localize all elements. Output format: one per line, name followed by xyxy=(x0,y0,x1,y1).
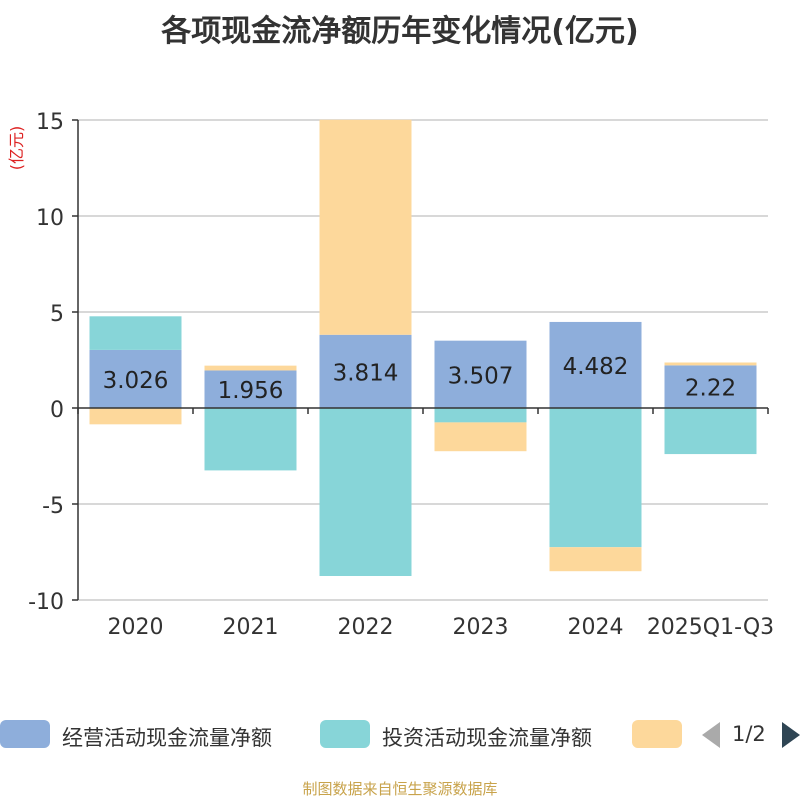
data-label: 4.482 xyxy=(563,354,629,380)
x-tick-label: 2023 xyxy=(453,615,509,640)
data-label: 1.956 xyxy=(218,378,284,404)
x-tick-label: 2025Q1-Q3 xyxy=(647,615,774,640)
bar-financing[interactable] xyxy=(204,365,297,371)
data-label: 3.507 xyxy=(448,363,514,389)
legend-label-operating: 经营活动现金流量净额 xyxy=(62,726,272,750)
bar-investing[interactable] xyxy=(204,408,297,471)
data-label: 3.814 xyxy=(333,360,399,386)
data-label: 3.026 xyxy=(103,368,169,394)
bar-operating[interactable] xyxy=(549,321,642,408)
y-axis-unit-label: (亿元) xyxy=(7,126,26,171)
bar-financing[interactable] xyxy=(664,362,757,366)
x-tick-label: 2022 xyxy=(338,615,394,640)
y-tick-label: -10 xyxy=(28,590,64,615)
legend-prev-page-icon[interactable] xyxy=(702,722,720,748)
legend-label-investing: 投资活动现金流量净额 xyxy=(382,726,592,750)
bar-operating[interactable] xyxy=(204,370,297,408)
bar-operating[interactable] xyxy=(664,365,757,408)
bar-operating[interactable] xyxy=(434,340,527,408)
data-labels: 3.026 1.956 3.814 3.507 4.482 2.22 xyxy=(103,354,737,404)
x-tick-label: 2024 xyxy=(568,615,624,640)
data-label: 2.22 xyxy=(685,376,736,402)
bar-operating[interactable] xyxy=(319,334,412,408)
legend: 经营活动现金流量净额 投资活动现金流量净额 1/2 xyxy=(0,712,800,756)
grid-lines xyxy=(78,119,768,601)
axes: -10 -5 0 5 10 15 2020 2021 2022 2023 2024 2025Q1-Q3 xyxy=(28,110,774,640)
y-tick-label: 15 xyxy=(36,110,64,135)
bar-investing[interactable] xyxy=(549,408,642,548)
legend-swatch-financing xyxy=(632,720,682,748)
bar-investing[interactable] xyxy=(664,408,757,455)
bar-investing[interactable] xyxy=(89,316,182,350)
y-tick-label: 0 xyxy=(50,398,64,423)
bar-investing[interactable] xyxy=(319,408,412,576)
legend-next-page-icon[interactable] xyxy=(782,722,800,748)
legend-swatch-operating xyxy=(0,720,50,748)
bar-financing[interactable] xyxy=(89,408,182,425)
legend-swatch-investing xyxy=(320,720,370,748)
bar-financing[interactable] xyxy=(319,119,412,335)
bar-financing[interactable] xyxy=(549,547,642,572)
x-tick-label: 2021 xyxy=(223,615,279,640)
chart-title: 各项现金流净额历年变化情况(亿元) xyxy=(161,14,639,49)
stacked-bar-chart: -10 -5 0 5 10 15 2020 2021 2022 2023 2024 2025Q1-Q3… xyxy=(7,110,774,640)
y-tick-label: -5 xyxy=(42,494,64,519)
legend-page-indicator: 1/2 xyxy=(732,722,766,746)
x-tick-label: 2020 xyxy=(108,615,164,640)
bar-financing[interactable] xyxy=(434,422,527,452)
bar-operating[interactable] xyxy=(89,349,182,408)
legend-pager: 1/2 xyxy=(700,720,800,750)
bar-investing[interactable] xyxy=(434,408,527,423)
bars xyxy=(89,119,757,576)
y-tick-label: 5 xyxy=(50,302,64,327)
data-source-footer: 制图数据来自恒生聚源数据库 xyxy=(302,780,498,798)
y-tick-label: 10 xyxy=(36,206,64,231)
